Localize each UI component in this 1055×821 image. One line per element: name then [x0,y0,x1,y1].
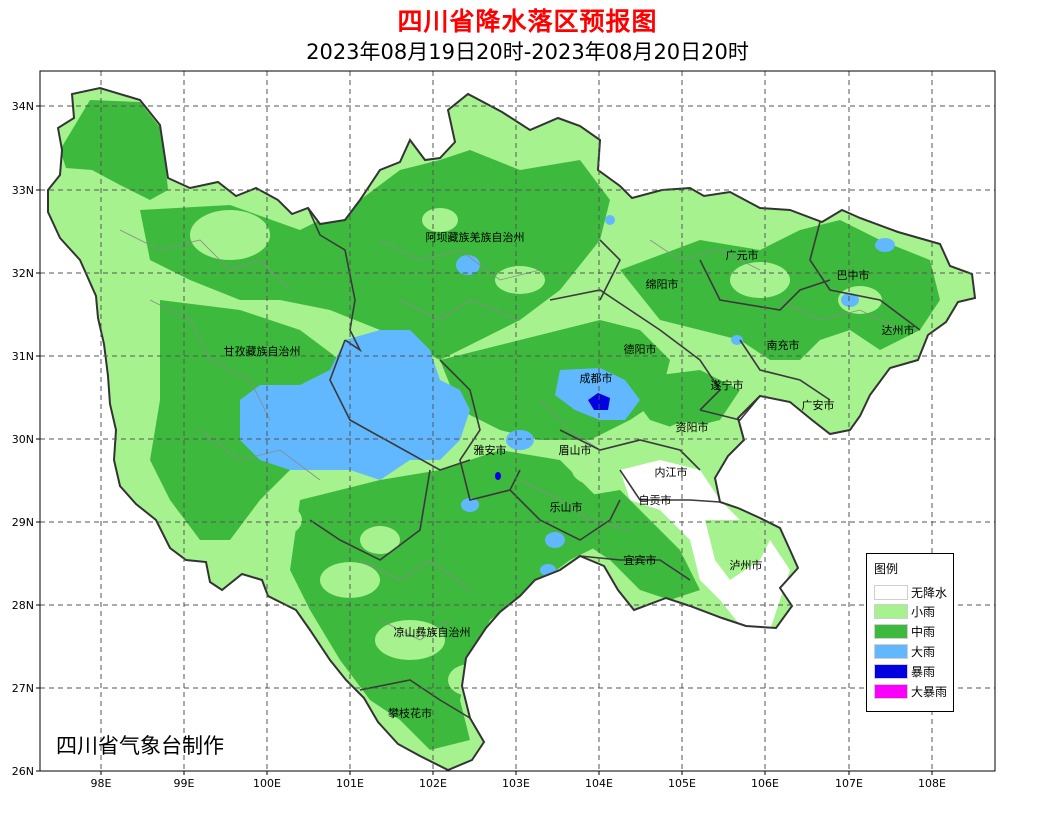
latitude-label: 26N [12,765,34,778]
legend-row-heavy-rain: 大雨 [874,643,935,660]
region-label: 绵阳市 [646,277,679,291]
latitude-label: 34N [12,100,34,113]
longitude-label: 103E [502,777,530,790]
region-label: 资阳市 [676,420,709,434]
county-boundaries [119,229,901,641]
legend-swatch [874,644,908,659]
legend-label: 暴雨 [911,665,936,679]
region-label: 内江市 [655,465,688,479]
light-rain-area-luzhou [705,520,770,580]
legend-title: 图例 [874,562,899,576]
region-label: 乐山市 [550,500,583,514]
region-label: 攀枝花市 [388,706,432,720]
region-label: 眉山市 [559,443,592,457]
latitude-label: 32N [12,267,34,280]
region-label: 甘孜藏族自治州 [224,344,301,358]
prefecture-boundaries [307,207,921,719]
longitude-label: 101E [336,777,364,790]
legend-swatch [874,664,908,679]
longitude-labels: 98E 99E 100E 101E 102E 103E 104E 105E 106E 107E 10… [91,777,946,790]
legend-label: 中雨 [911,625,936,639]
longitude-label: 107E [835,777,863,790]
longitude-label: 105E [668,777,696,790]
region-label: 广安市 [802,398,835,412]
map-frame [39,70,996,772]
region-label: 凉山彝族自治州 [394,625,471,639]
gridlines [40,71,995,771]
region-label: 达州市 [882,323,915,337]
map-title: 四川省降水落区预报图 [397,7,658,36]
legend-label: 大暴雨 [911,685,948,699]
legend-swatch [874,585,908,600]
region-label: 阿坝藏族羌族自治州 [426,230,525,244]
map-subtitle: 2023年08月19日20时-2023年08月20日20时 [306,40,749,64]
rainstorm-areas [495,393,610,480]
region-label: 广元市 [726,248,759,262]
latitude-label: 30N [12,433,34,446]
latitude-labels: 34N 33N 32N 31N 30N 29N 28N 27N 26N [12,100,34,778]
province-outline [47,86,977,772]
legend-label: 无降水 [911,586,948,600]
legend-row-rainstorm: 暴雨 [874,663,935,680]
longitude-label: 108E [918,777,946,790]
region-label: 泸州市 [730,558,763,572]
legend-row-heavy-rainstorm: 大暴雨 [874,683,947,700]
region-label: 巴中市 [837,268,870,282]
region-label: 宜宾市 [624,553,657,567]
legend-swatch [874,604,908,619]
longitude-label: 100E [253,777,281,790]
legend-label: 大雨 [911,645,936,659]
legend-row-no-rain: 无降水 [874,584,947,601]
longitude-label: 98E [91,777,112,790]
credit-text: 四川省气象台制作 [56,734,224,758]
axis-ticks [36,105,933,775]
latitude-label: 27N [12,682,34,695]
legend-row-moderate-rain: 中雨 [874,623,935,640]
no-precipitation-area [620,460,790,630]
longitude-label: 106E [751,777,779,790]
latitude-label: 33N [12,184,34,197]
legend: 图例 无降水 小雨 中雨 大雨 暴雨 大暴雨 [866,553,954,712]
latitude-label: 29N [12,516,34,529]
region-label: 雅安市 [474,443,507,457]
latitude-label: 28N [12,599,34,612]
latitude-label: 31N [12,350,34,363]
moderate-rain-areas [60,100,940,750]
region-label: 遂宁市 [711,378,744,392]
region-label: 德阳市 [624,342,657,356]
longitude-label: 99E [174,777,195,790]
region-label: 自贡市 [639,493,672,507]
longitude-label: 102E [419,777,447,790]
region-label: 南充市 [767,338,800,352]
legend-swatch [874,624,908,639]
longitude-label: 104E [585,777,613,790]
legend-row-light-rain: 小雨 [874,603,935,620]
region-label: 成都市 [580,371,613,385]
legend-label: 小雨 [911,605,936,619]
legend-swatch [874,684,908,699]
